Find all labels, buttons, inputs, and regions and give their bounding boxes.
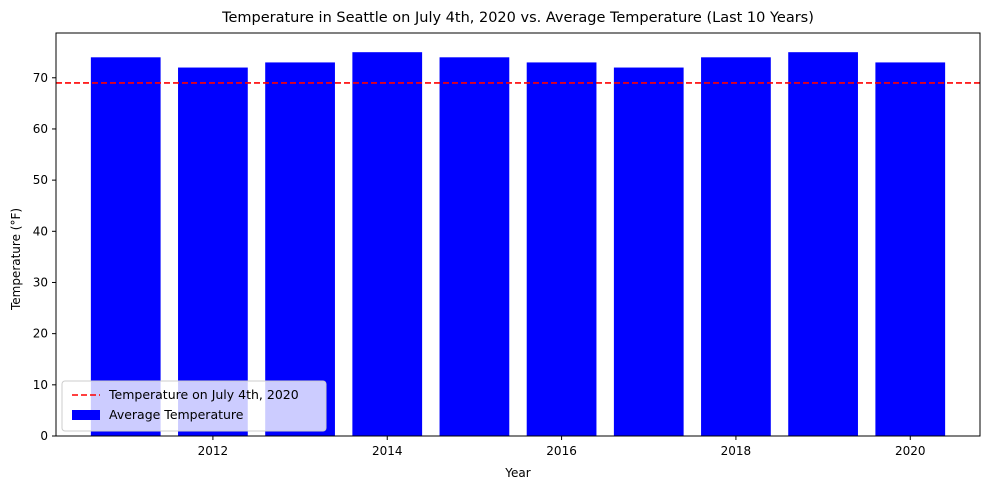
x-tick-label-2012: 2012 — [198, 444, 229, 458]
bar-2011 — [90, 57, 161, 437]
legend-bar-swatch — [72, 410, 100, 420]
x-tick-label-2020: 2020 — [895, 444, 926, 458]
y-tick-label-20: 20 — [33, 327, 48, 341]
y-tick-label-50: 50 — [33, 173, 48, 187]
x-axis-ticks: 2012 2014 2016 2018 2020 — [198, 436, 926, 458]
plot-frame — [55, 32, 981, 437]
legend: Temperature on July 4th, 2020 Average Te… — [61, 380, 327, 432]
y-tick-label-40: 40 — [33, 224, 48, 238]
bar-2012 — [178, 67, 248, 437]
bar-2019 — [788, 52, 858, 436]
bar-2014 — [352, 52, 423, 436]
y-tick-label-60: 60 — [33, 122, 48, 136]
x-axis-label: Year — [504, 466, 530, 480]
y-axis-ticks: 0 10 20 30 40 50 60 70 — [33, 71, 56, 443]
bar-2016 — [526, 62, 597, 437]
legend-ref-label: Temperature on July 4th, 2020 — [108, 387, 299, 402]
y-tick-label-70: 70 — [33, 71, 48, 85]
y-tick-label-30: 30 — [33, 275, 48, 289]
x-tick-label-2014: 2014 — [372, 444, 403, 458]
x-tick-label-2018: 2018 — [721, 444, 752, 458]
y-axis-label: Temperature (°F) — [9, 208, 23, 311]
bar-2015 — [439, 57, 510, 437]
legend-box — [61, 380, 327, 432]
x-tick-label-2016: 2016 — [546, 444, 577, 458]
y-tick-label-10: 10 — [33, 378, 48, 392]
chart-title: Temperature in Seattle on July 4th, 2020… — [221, 10, 814, 26]
bar-2017 — [613, 67, 684, 437]
bar-2013 — [265, 62, 335, 437]
legend-bar-label: Average Temperature — [109, 407, 244, 422]
bar-2018 — [701, 57, 771, 437]
y-tick-label-0: 0 — [40, 429, 48, 443]
bar-2020 — [875, 62, 946, 437]
bars-group — [90, 52, 946, 437]
